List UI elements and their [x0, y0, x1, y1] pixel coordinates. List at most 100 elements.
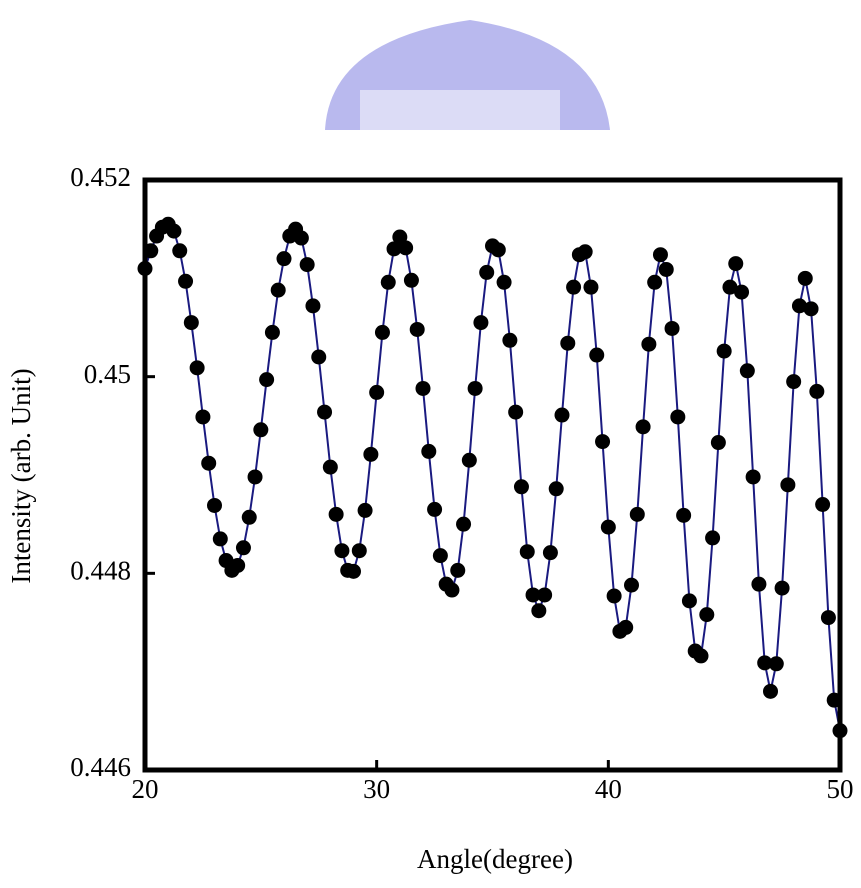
data-point [369, 384, 385, 400]
data-point [525, 587, 541, 603]
data-point [583, 279, 599, 295]
data-point [456, 516, 472, 532]
data-point [334, 543, 350, 559]
data-point [647, 274, 663, 290]
data-point [652, 247, 668, 263]
data-point [386, 241, 402, 257]
data-point [357, 502, 373, 518]
data-point [403, 272, 419, 288]
data-point [496, 274, 512, 290]
data-point [560, 335, 576, 351]
data-point [554, 407, 570, 423]
data-point [479, 264, 495, 280]
data-point [305, 298, 321, 314]
data-point [600, 519, 616, 535]
data-point [577, 244, 593, 260]
data-point [427, 501, 443, 517]
data-point [195, 409, 211, 425]
y-axis-label: Intensity (arb. Unit) [6, 368, 36, 583]
x-axis-label: Angle(degree) [417, 844, 573, 874]
data-point [635, 419, 651, 435]
data-point [212, 531, 228, 547]
data-point [432, 548, 448, 564]
data-point [745, 469, 761, 485]
data-point [166, 223, 182, 239]
data-point [739, 363, 755, 379]
data-point [230, 557, 246, 573]
data-point [450, 562, 466, 578]
y-tick-label: 0.45 [84, 359, 131, 389]
data-point [618, 619, 634, 635]
data-point [259, 372, 275, 388]
data-point [710, 435, 726, 451]
x-tick-label: 50 [827, 774, 854, 804]
data-point [346, 563, 361, 579]
y-tick-label: 0.448 [70, 556, 131, 586]
data-point [670, 409, 686, 425]
data-point [317, 404, 333, 420]
data-point [797, 270, 813, 286]
data-point [681, 593, 697, 609]
data-point [820, 610, 836, 626]
data-point [641, 336, 657, 352]
data-point [786, 374, 802, 390]
data-point [235, 540, 251, 556]
data-point [178, 273, 194, 289]
data-point [502, 332, 518, 348]
data-point [473, 315, 489, 331]
data-point [763, 683, 778, 699]
data-point [508, 404, 524, 420]
data-point [815, 497, 831, 512]
data-point [566, 279, 582, 295]
data-point [276, 251, 292, 267]
x-tick-label: 40 [595, 774, 622, 804]
data-point [490, 242, 506, 258]
data-point [444, 582, 460, 598]
data-point [513, 479, 529, 495]
data-point [595, 434, 611, 450]
data-point [201, 455, 217, 471]
data-point [363, 446, 379, 462]
data-point [629, 506, 645, 522]
data-point [264, 324, 280, 340]
data-point [589, 347, 605, 363]
data-point [519, 544, 535, 560]
data-point [322, 459, 338, 475]
data-point [253, 422, 269, 438]
data-point [780, 477, 796, 493]
data-point [803, 301, 819, 317]
data-point [809, 383, 825, 399]
data-point [693, 648, 709, 664]
data-point [415, 380, 431, 396]
data-point [183, 315, 199, 331]
data-point [705, 530, 721, 546]
plot-frame [142, 177, 843, 773]
data-point [542, 545, 558, 561]
data-point [676, 507, 692, 523]
x-tick-label: 30 [363, 774, 390, 804]
data-point [398, 240, 414, 256]
data-point [247, 469, 263, 485]
x-tick-label: 20 [132, 774, 159, 804]
data-point [207, 497, 222, 513]
data-point [537, 587, 553, 603]
data-point [716, 343, 732, 359]
data-point [774, 580, 790, 596]
data-point [467, 380, 483, 396]
data-point [531, 603, 547, 619]
data-point [270, 282, 286, 298]
data-point [409, 321, 425, 337]
data-point [189, 360, 205, 376]
data-point [172, 243, 188, 259]
data-point [380, 274, 396, 290]
data-point [791, 298, 807, 314]
data-point [311, 349, 327, 365]
data-point [751, 576, 767, 592]
data-point [241, 509, 257, 525]
data-point [734, 284, 750, 300]
data-point [722, 279, 738, 295]
y-tick-label: 0.446 [70, 752, 131, 782]
data-point [699, 607, 715, 623]
data-point [606, 588, 622, 604]
data-point [624, 577, 639, 593]
